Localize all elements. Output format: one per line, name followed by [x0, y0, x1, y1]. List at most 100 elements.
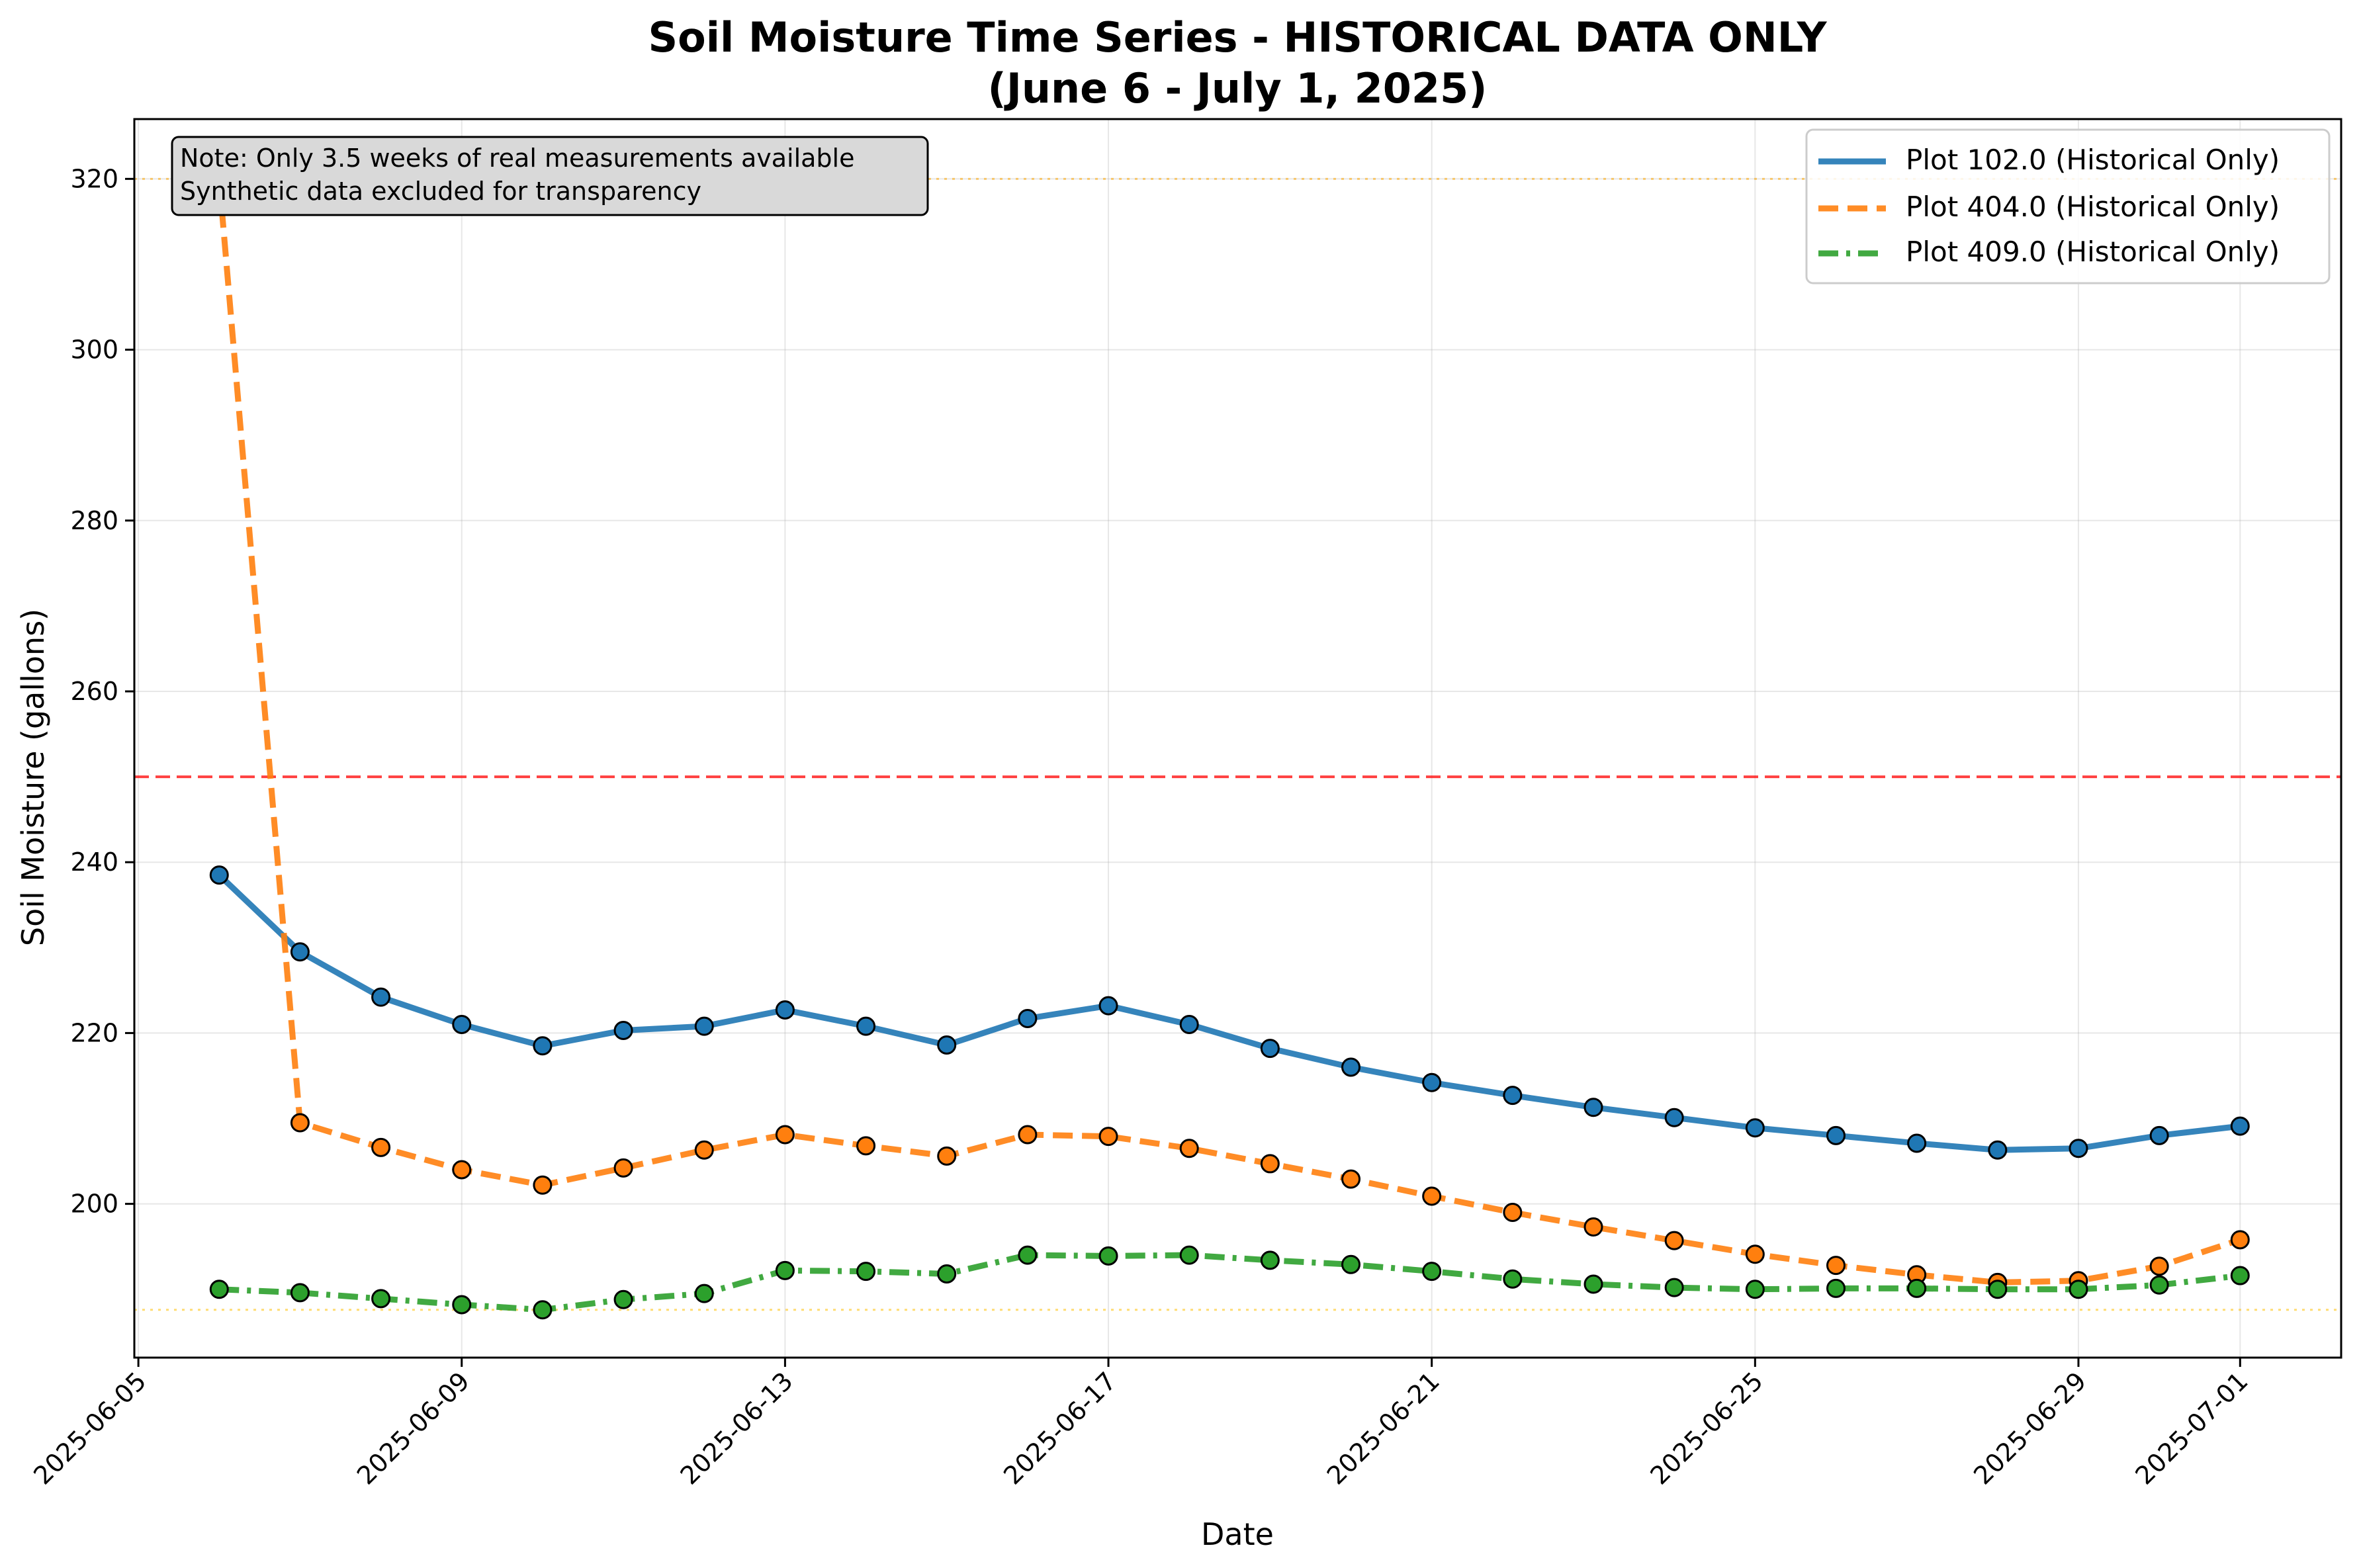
data-point [1260, 1039, 1280, 1059]
data-point [533, 1300, 553, 1320]
data-point [694, 1284, 714, 1303]
data-point [1907, 1278, 1927, 1298]
data-point [937, 1146, 957, 1166]
data-point [290, 1283, 310, 1303]
data-point [1826, 1256, 1846, 1276]
data-point [533, 1036, 553, 1056]
data-point [1664, 1278, 1684, 1297]
data-point [775, 1000, 795, 1020]
y-tick-label: 240 [70, 848, 118, 877]
data-point [209, 865, 229, 885]
data-point [290, 1113, 310, 1133]
data-point [1098, 996, 1118, 1016]
data-point [856, 1136, 876, 1156]
data-point [2149, 1256, 2169, 1276]
data-point [1179, 1139, 1199, 1158]
data-point [1341, 1169, 1361, 1189]
data-point [2069, 1280, 2088, 1299]
annotation-line-2: Synthetic data excluded for transparency [180, 177, 701, 206]
data-point [2230, 1230, 2250, 1250]
data-point [2230, 1266, 2250, 1285]
data-point [1907, 1133, 1927, 1153]
y-tick-label: 300 [70, 335, 118, 365]
data-point [775, 1260, 795, 1280]
data-point [1179, 1014, 1199, 1034]
data-point [1826, 1125, 1846, 1145]
data-point [1745, 1244, 1765, 1264]
data-point [1098, 1246, 1118, 1266]
data-point [1018, 1245, 1038, 1265]
data-point [613, 1021, 633, 1041]
data-point [1341, 1057, 1361, 1077]
chart-subtitle: (June 6 - July 1, 2025) [988, 64, 1488, 112]
data-point [937, 1264, 957, 1284]
legend-label-plot-102: Plot 102.0 (Historical Only) [1906, 144, 2280, 176]
data-point [937, 1035, 957, 1055]
data-point [613, 1289, 633, 1309]
data-point [209, 1280, 229, 1299]
data-point [1503, 1086, 1523, 1106]
data-point [613, 1158, 633, 1178]
data-point [1098, 1127, 1118, 1147]
data-point [1422, 1262, 1442, 1282]
data-point [1422, 1072, 1442, 1092]
data-point [371, 1137, 391, 1157]
data-point [1664, 1231, 1684, 1250]
x-axis-label: Date [1201, 1516, 1274, 1552]
data-point [694, 1016, 714, 1036]
legend: Plot 102.0 (Historical Only) Plot 404.0 … [1805, 128, 2331, 284]
data-point [1179, 1245, 1199, 1265]
y-tick-label: 200 [70, 1190, 118, 1219]
data-point [1826, 1278, 1846, 1298]
data-point [1503, 1269, 1523, 1289]
data-point [856, 1262, 876, 1282]
data-point [1745, 1280, 1765, 1299]
data-point [371, 987, 391, 1007]
data-point [1988, 1280, 2008, 1299]
annotation-background [171, 136, 929, 216]
data-point [1583, 1098, 1603, 1117]
data-point [775, 1125, 795, 1145]
data-point [290, 942, 310, 962]
data-point [533, 1175, 553, 1195]
data-point [1018, 1008, 1038, 1028]
annotation-box: Note: Only 3.5 weeks of real measurement… [171, 136, 929, 216]
chart-title: Soil Moisture Time Series - HISTORICAL D… [648, 13, 1828, 62]
data-point [371, 1289, 391, 1309]
data-point [1260, 1250, 1280, 1270]
series-line-0 [217, 873, 2241, 1153]
legend-frame [1805, 128, 2331, 284]
series-line-1 [216, 178, 2241, 1285]
data-point [1745, 1118, 1765, 1138]
data-point [1260, 1154, 1280, 1174]
y-tick-label: 280 [70, 506, 118, 535]
data-point [1583, 1274, 1603, 1294]
data-point [2069, 1139, 2088, 1158]
series-lines [216, 178, 2241, 1313]
data-point [452, 1014, 472, 1034]
data-point [1583, 1217, 1603, 1237]
plot-frame [133, 118, 2342, 1359]
data-point [1664, 1108, 1684, 1127]
data-point [856, 1016, 876, 1036]
annotation-line-1: Note: Only 3.5 weeks of real measurement… [180, 144, 855, 173]
y-tick-label: 260 [70, 677, 118, 706]
legend-label-plot-409: Plot 409.0 (Historical Only) [1906, 236, 2280, 268]
data-point [2149, 1275, 2169, 1295]
data-point [694, 1140, 714, 1160]
y-tick-label: 320 [70, 164, 118, 193]
data-point [1988, 1140, 2008, 1160]
data-point [1503, 1203, 1523, 1223]
data-point [452, 1295, 472, 1315]
data-point [1422, 1186, 1442, 1206]
y-tick-label: 220 [70, 1018, 118, 1047]
legend-label-plot-404: Plot 404.0 (Historical Only) [1906, 191, 2280, 223]
grid [134, 119, 2341, 1358]
data-point [452, 1160, 472, 1180]
data-point [2149, 1125, 2169, 1145]
data-point [1018, 1125, 1038, 1145]
y-axis-label: Soil Moisture (gallons) [15, 609, 51, 946]
data-point [1341, 1254, 1361, 1274]
